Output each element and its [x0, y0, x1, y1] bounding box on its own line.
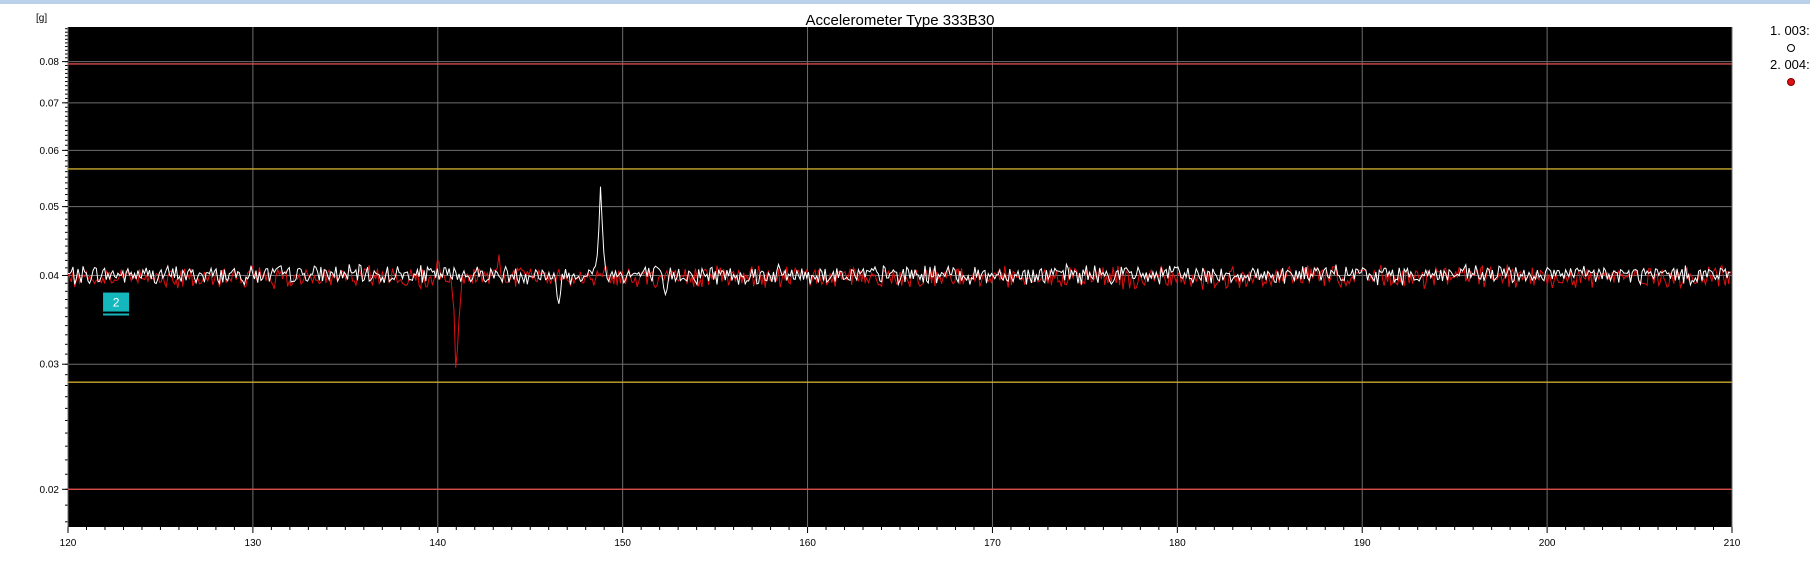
x-tick-label: 120: [60, 538, 77, 549]
legend-label-2: 2. 004:: [1770, 57, 1810, 72]
x-tick-label: 190: [1354, 538, 1371, 549]
y-unit-label: [g]: [36, 13, 47, 24]
annotations: 2: [103, 292, 130, 316]
annotation-label: 2: [113, 296, 120, 310]
y-tick-label: 0.04: [40, 271, 60, 282]
legend[interactable]: 1. 003: 2. 004:: [1770, 23, 1810, 86]
x-tick-label: 160: [799, 538, 816, 549]
y-tick-label: 0.02: [40, 485, 60, 496]
series-lines: [67, 186, 1731, 368]
window-top-border: [0, 0, 1810, 4]
y-tick-label: 0.05: [40, 202, 60, 213]
series-line-2: [67, 254, 1731, 368]
legend-label-1: 1. 003:: [1770, 23, 1810, 38]
chart-title: Accelerometer Type 333B30: [805, 12, 995, 29]
x-tick-label: 130: [245, 538, 262, 549]
series-line-1: [67, 186, 1731, 304]
x-tick-label: 180: [1169, 538, 1186, 549]
x-tick-label: 200: [1539, 538, 1556, 549]
x-tick-label: 210: [1724, 538, 1741, 549]
y-tick-label: 0.08: [40, 57, 60, 68]
y-tick-label: 0.06: [40, 146, 60, 157]
x-tick-label: 140: [429, 538, 446, 549]
x-tick-labels: 120 130 140 150 160 170 180 190 200 210: [60, 538, 1741, 549]
legend-marker-1: [1787, 44, 1795, 52]
legend-marker-2: [1787, 78, 1795, 86]
y-tick-labels: 0.08 0.07 0.06 0.05 0.04 0.03 0.02: [40, 57, 68, 496]
x-tick-label: 150: [614, 538, 631, 549]
y-tick-label: 0.03: [40, 360, 60, 371]
plot-area[interactable]: [68, 27, 1732, 527]
x-tick-label: 170: [984, 538, 1001, 549]
annotation-marker: [103, 292, 130, 312]
y-tick-label: 0.07: [40, 98, 60, 109]
limit-lines: [68, 63, 1732, 491]
